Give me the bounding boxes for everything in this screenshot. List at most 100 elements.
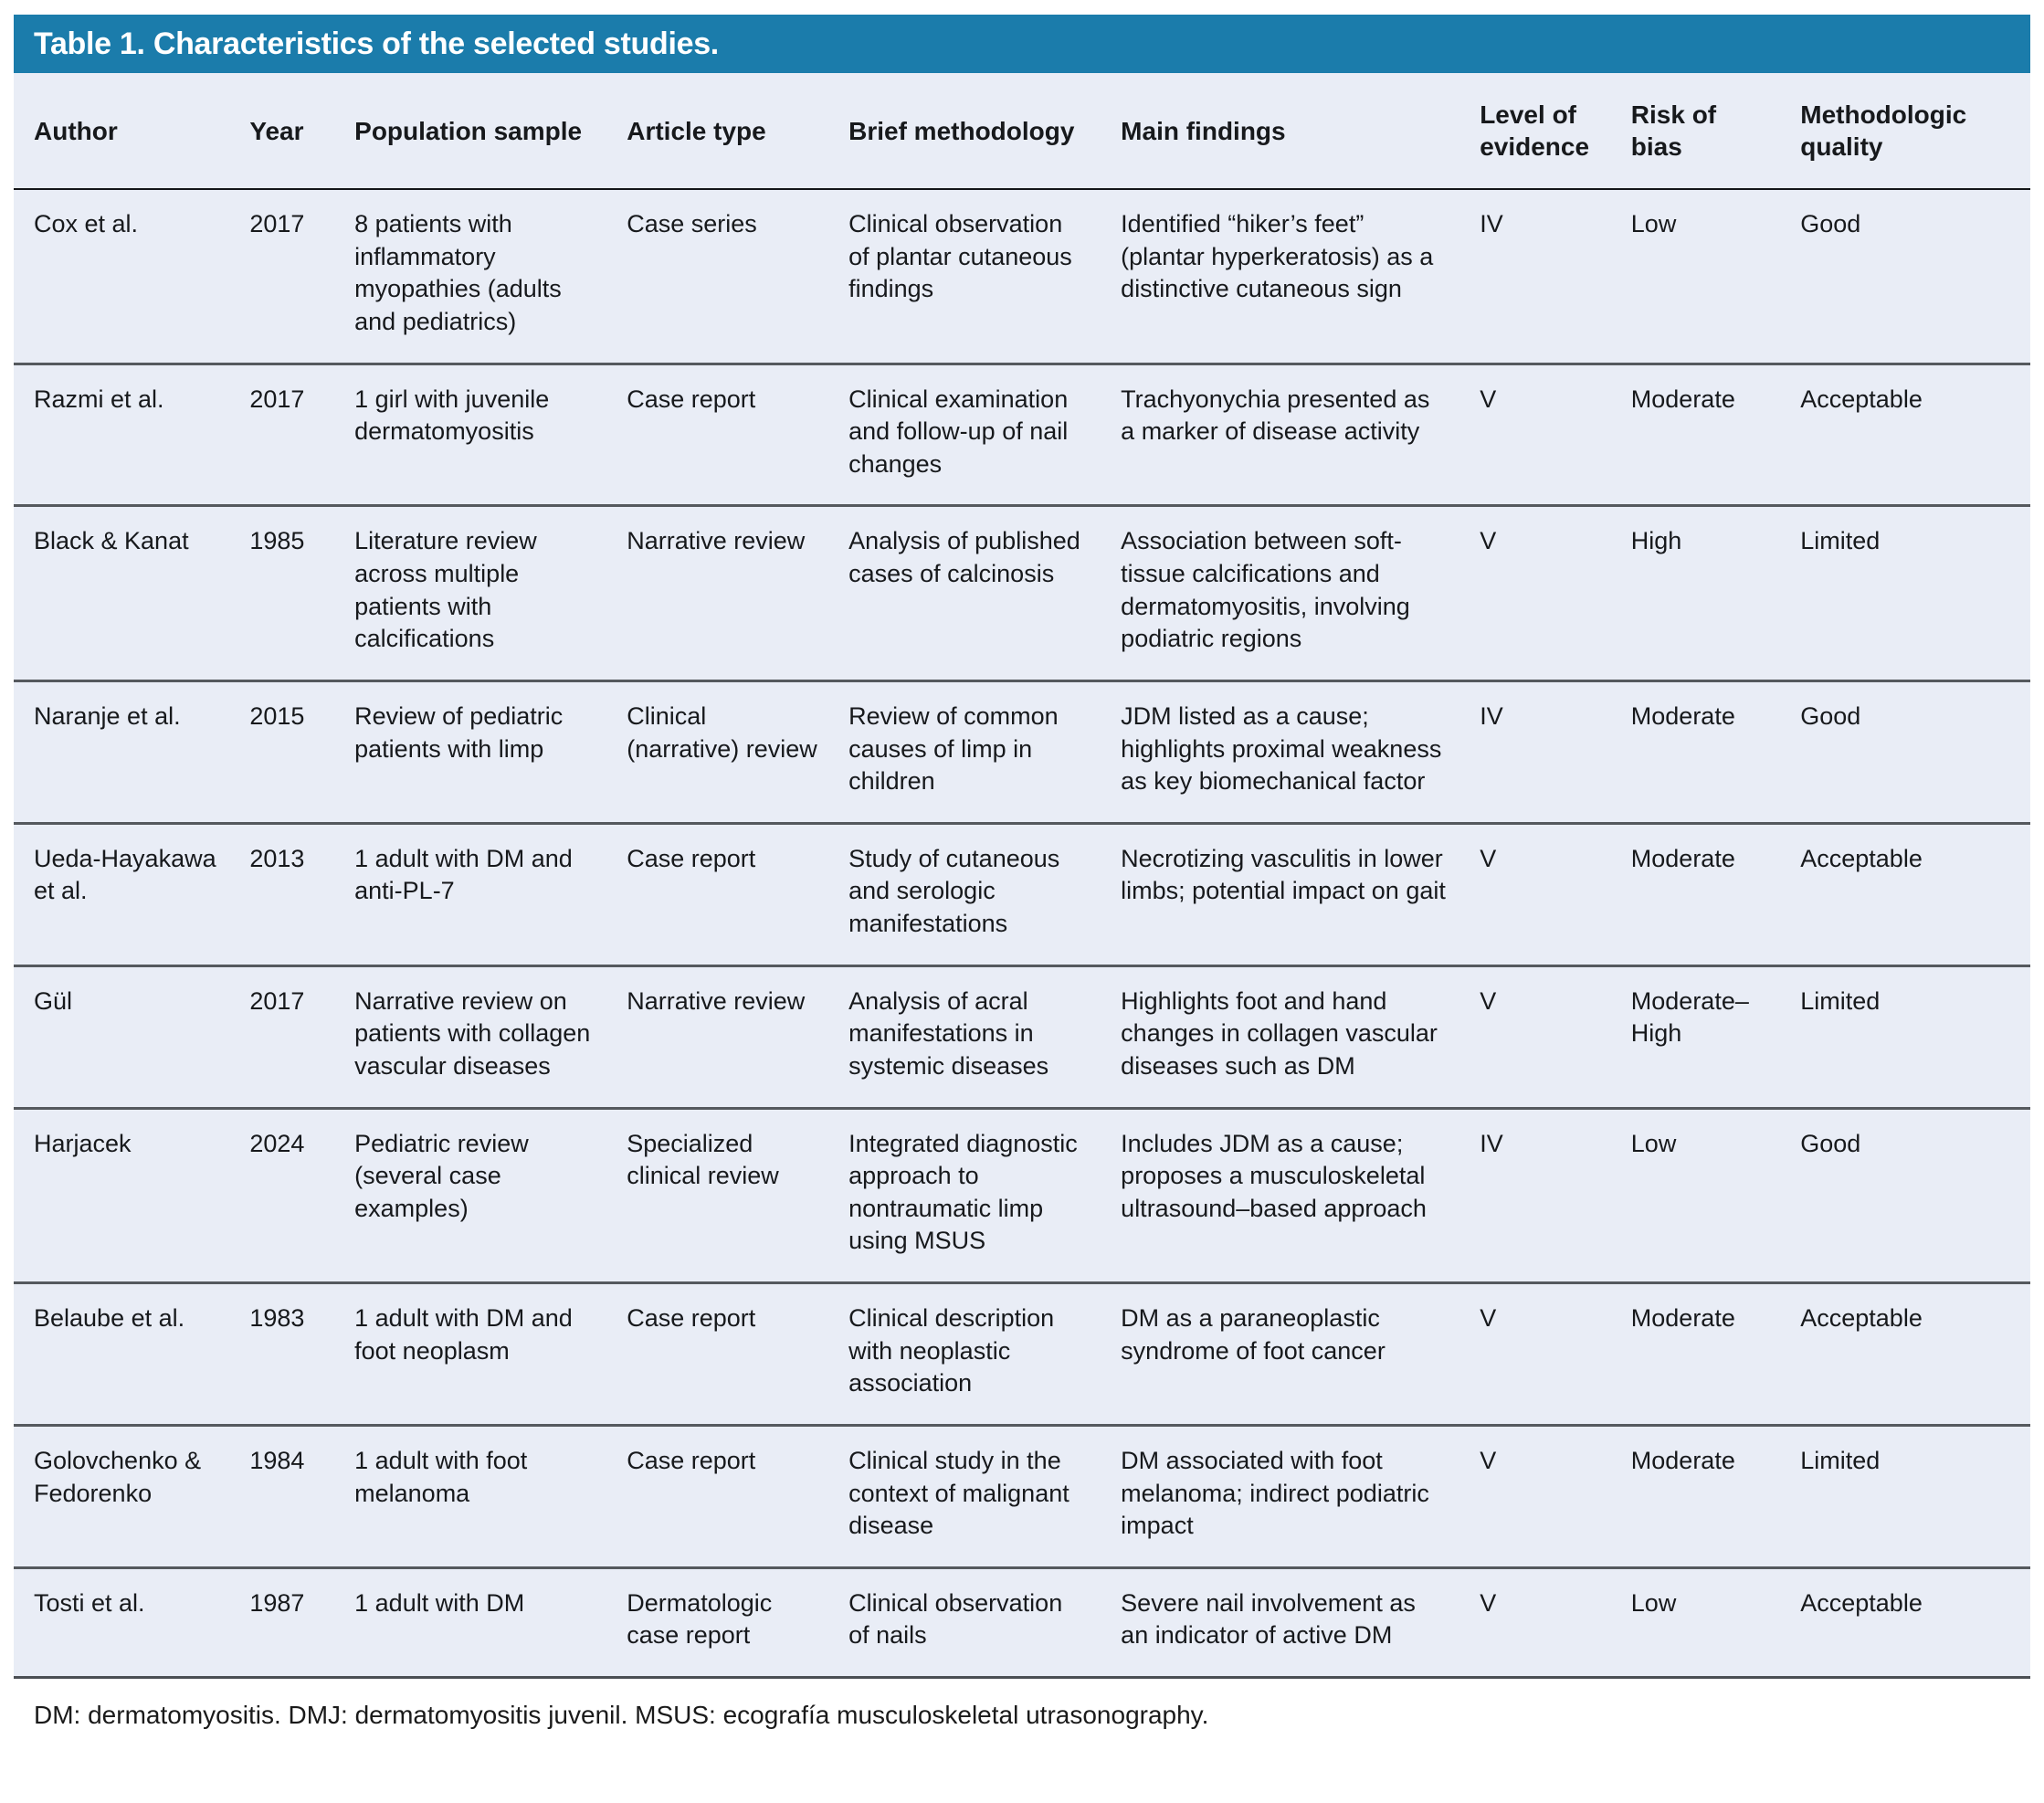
cell-methodology: Clinical observation of nails: [848, 1588, 1063, 1650]
cell-year: 1983: [249, 1304, 305, 1332]
cell-quality: Acceptable: [1800, 385, 1923, 413]
table-row: Golovchenko & Fedorenko 1984 1 adult with …: [14, 1425, 2030, 1567]
cell-author: Harjacek: [34, 1129, 132, 1157]
cell-article_type: Narrative review: [627, 986, 806, 1015]
cell-quality: Acceptable: [1800, 1304, 1923, 1332]
cell-year: 2013: [249, 844, 305, 872]
cell-article_type: Case report: [627, 385, 756, 413]
cell-article_type: Case report: [627, 844, 756, 872]
cell-year: 1984: [249, 1446, 305, 1474]
cell-population: 1 adult with DM and foot neoplasm: [354, 1304, 573, 1365]
cell-population: 1 adult with DM: [354, 1588, 525, 1617]
column-header-findings: Main findings: [1121, 116, 1286, 145]
cell-population: 1 adult with foot melanoma: [354, 1446, 528, 1507]
cell-evidence: V: [1480, 844, 1497, 872]
column-header-evidence: Level of evidence: [1480, 100, 1590, 161]
cell-evidence: IV: [1480, 210, 1503, 237]
cell-methodology: Clinical description with neoplastic ass…: [848, 1304, 1055, 1397]
cell-year: 2017: [249, 385, 305, 413]
cell-article_type: Case report: [627, 1304, 756, 1332]
cell-year: 2017: [249, 210, 305, 237]
cell-article_type: Dermatologic case report: [627, 1588, 773, 1650]
cell-population: 1 adult with DM and anti-PL-7: [354, 844, 573, 905]
cell-author: Gül: [34, 986, 73, 1015]
table-row: Ueda-Hayakawa et al. 2013 1 adult with DM …: [14, 823, 2030, 965]
cell-year: 1985: [249, 527, 305, 555]
studies-table: Author Year Population sample Article type B…: [14, 73, 2030, 1679]
footnote: DM: dermatomyositis. DMJ: dermatomyositi…: [34, 1701, 1209, 1729]
cell-quality: Limited: [1800, 1446, 1881, 1474]
cell-population: 1 girl with juvenile dermatomyositis: [354, 385, 550, 446]
table-row: Gül 2017 Narrative review on patients with…: [14, 965, 2030, 1108]
cell-year: 1987: [249, 1588, 305, 1617]
cell-author: Naranje et al.: [34, 701, 181, 730]
column-header-year: Year: [249, 116, 304, 145]
cell-population: 8 patients with inflammatory myopathies …: [354, 210, 562, 335]
cell-year: 2015: [249, 701, 305, 730]
cell-bias: Moderate: [1630, 1446, 1735, 1474]
column-header-methodology: Brief methodology: [848, 116, 1075, 145]
cell-evidence: IV: [1480, 1129, 1503, 1157]
cell-methodology: Study of cutaneous and serologic manifes…: [848, 844, 1060, 937]
cell-findings: Highlights foot and hand changes in coll…: [1121, 986, 1438, 1080]
cell-quality: Limited: [1800, 527, 1881, 555]
cell-population: Pediatric review (several case examples): [354, 1129, 529, 1222]
column-header-quality: Methodologic quality: [1800, 100, 1967, 161]
cell-findings: Trachyonychia presented as a marker of d…: [1121, 385, 1430, 446]
cell-author: Tosti et al.: [34, 1588, 145, 1617]
column-header-author: Author: [34, 116, 118, 145]
cell-evidence: V: [1480, 1304, 1497, 1332]
column-header-article_type: Article type: [627, 116, 766, 145]
cell-quality: Limited: [1800, 986, 1881, 1015]
cell-findings: JDM listed as a cause; highlights proxim…: [1121, 701, 1442, 796]
cell-bias: High: [1630, 527, 1682, 555]
table-row: Naranje et al. 2015 Review of pediatric pa…: [14, 680, 2030, 823]
cell-findings: Association between soft-tissue calcific…: [1121, 527, 1410, 653]
cell-bias: Low: [1630, 210, 1677, 237]
table-row: Belaube et al. 1983 1 adult with DM and fo…: [14, 1282, 2030, 1426]
cell-methodology: Clinical observation of plantar cutaneou…: [848, 210, 1072, 303]
cell-quality: Acceptable: [1800, 844, 1923, 872]
cell-author: Cox et al.: [34, 210, 139, 237]
table-row: Harjacek 2024 Pediatric review (several ca…: [14, 1108, 2030, 1283]
cell-population: Review of pediatric patients with limp: [354, 701, 564, 763]
table-title-bar: Table 1. Characteristics of the selected…: [14, 15, 2030, 73]
cell-author: Black & Kanat: [34, 527, 189, 555]
cell-article_type: Specialized clinical review: [627, 1129, 779, 1190]
cell-methodology: Analysis of acral manifestations in syst…: [848, 986, 1049, 1080]
cell-bias: Moderate: [1630, 844, 1735, 872]
cell-quality: Good: [1800, 210, 1861, 237]
cell-evidence: V: [1480, 527, 1497, 555]
cell-article_type: Clinical (narrative) review: [627, 701, 817, 763]
cell-population: Literature review across multiple patien…: [354, 527, 537, 653]
cell-findings: DM as a paraneoplastic syndrome of foot …: [1121, 1304, 1385, 1365]
cell-bias: Low: [1630, 1588, 1677, 1617]
cell-findings: Severe nail involvement as an indicator …: [1121, 1588, 1416, 1650]
cell-findings: Identified “hiker’s feet” (plantar hyper…: [1121, 210, 1434, 303]
cell-findings: Necrotizing vasculitis in lower limbs; p…: [1121, 844, 1446, 905]
cell-quality: Good: [1800, 701, 1861, 730]
cell-methodology: Clinical study in the context of maligna…: [848, 1446, 1069, 1540]
cell-methodology: Clinical examination and follow-up of na…: [848, 385, 1069, 478]
cell-article_type: Case report: [627, 1446, 756, 1474]
table-row: Cox et al. 2017 8 patients with inflammato…: [14, 189, 2030, 364]
cell-bias: Moderate–High: [1630, 986, 1749, 1048]
cell-bias: Moderate: [1630, 385, 1735, 413]
cell-bias: Moderate: [1630, 701, 1735, 730]
cell-findings: Includes JDM as a cause; proposes a musc…: [1121, 1129, 1427, 1222]
cell-year: 2024: [249, 1129, 305, 1157]
cell-quality: Good: [1800, 1129, 1861, 1157]
header-row: Author Year Population sample Article type B…: [14, 73, 2030, 189]
cell-bias: Moderate: [1630, 1304, 1735, 1332]
cell-author: Razmi et al.: [34, 385, 164, 413]
page: Table 1. Characteristics of the selected…: [14, 15, 2030, 1729]
table-title: Table 1. Characteristics of the selected…: [34, 26, 719, 61]
cell-evidence: IV: [1480, 701, 1503, 730]
cell-methodology: Integrated diagnostic approach to nontra…: [848, 1129, 1078, 1255]
cell-year: 2017: [249, 986, 305, 1015]
cell-evidence: V: [1480, 1588, 1497, 1617]
cell-bias: Low: [1630, 1129, 1677, 1157]
cell-population: Narrative review on patients with collag…: [354, 986, 591, 1080]
table-body: Cox et al. 2017 8 patients with inflammato…: [14, 189, 2030, 1678]
cell-evidence: V: [1480, 986, 1497, 1015]
